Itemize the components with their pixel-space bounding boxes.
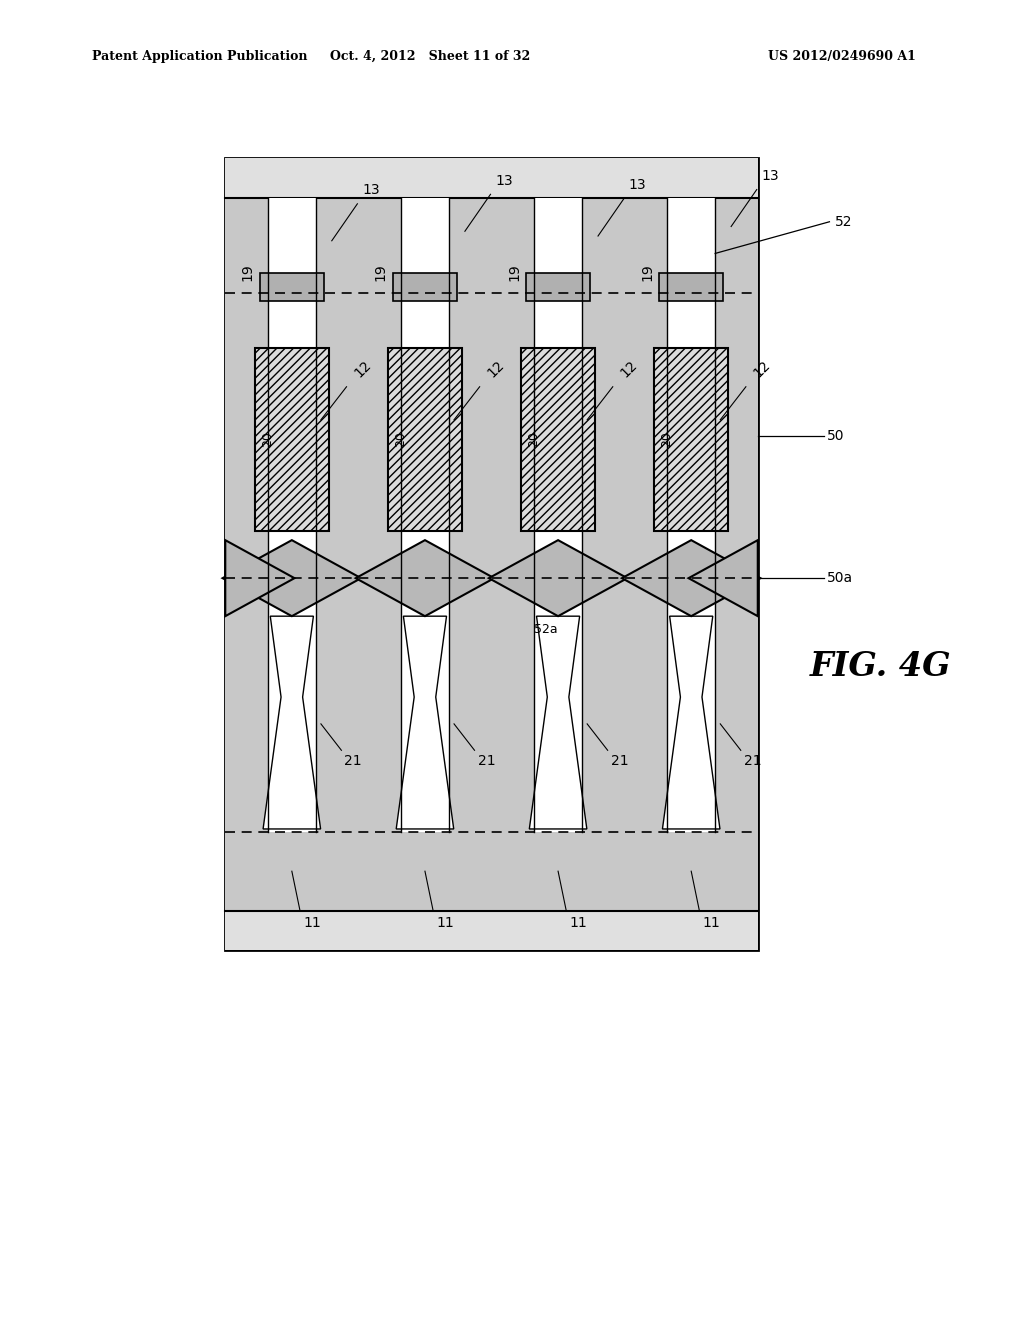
Bar — [668, 198, 715, 293]
Bar — [268, 293, 315, 832]
Text: 20: 20 — [660, 432, 673, 447]
Bar — [393, 273, 457, 301]
Text: 12: 12 — [351, 358, 374, 380]
Text: 11: 11 — [436, 916, 454, 931]
Text: 19: 19 — [507, 264, 521, 281]
Text: 19: 19 — [640, 264, 654, 281]
Polygon shape — [263, 616, 321, 829]
Text: 13: 13 — [362, 183, 380, 197]
Polygon shape — [688, 540, 758, 616]
Polygon shape — [225, 540, 295, 616]
Text: US 2012/0249690 A1: US 2012/0249690 A1 — [768, 50, 915, 63]
Text: 52: 52 — [835, 215, 852, 228]
Text: 20: 20 — [394, 432, 407, 447]
Bar — [268, 198, 315, 293]
Text: 19: 19 — [374, 264, 388, 281]
Polygon shape — [396, 616, 454, 829]
Bar — [225, 158, 758, 198]
Bar — [225, 293, 758, 832]
Bar — [255, 348, 329, 531]
Bar — [654, 348, 728, 531]
Bar — [659, 273, 723, 301]
Bar — [401, 293, 449, 832]
Text: 21: 21 — [344, 754, 362, 768]
Polygon shape — [222, 540, 361, 616]
Bar — [401, 198, 449, 293]
Text: 50a: 50a — [827, 572, 854, 585]
Text: 11: 11 — [569, 916, 587, 931]
Text: 20: 20 — [261, 432, 273, 447]
Text: 12: 12 — [617, 358, 640, 380]
Bar — [521, 348, 595, 531]
Bar — [526, 273, 590, 301]
Bar — [535, 198, 582, 293]
Bar — [225, 198, 758, 293]
Text: 13: 13 — [762, 169, 779, 183]
Bar — [260, 273, 324, 301]
Text: 21: 21 — [743, 754, 762, 768]
Bar — [668, 293, 715, 832]
Text: Oct. 4, 2012   Sheet 11 of 32: Oct. 4, 2012 Sheet 11 of 32 — [330, 50, 530, 63]
Text: 21: 21 — [477, 754, 496, 768]
Text: 12: 12 — [751, 358, 773, 380]
Bar — [388, 348, 462, 531]
Bar — [225, 158, 758, 950]
Text: 13: 13 — [496, 174, 513, 187]
Text: 11: 11 — [303, 916, 321, 931]
Text: 11: 11 — [702, 916, 720, 931]
Text: 12: 12 — [484, 358, 507, 380]
Polygon shape — [488, 540, 628, 616]
Text: 20: 20 — [527, 432, 540, 447]
Text: 52a: 52a — [535, 623, 558, 636]
Text: FIG. 4G: FIG. 4G — [810, 651, 951, 684]
Polygon shape — [622, 540, 761, 616]
Text: 21: 21 — [610, 754, 629, 768]
Bar — [535, 293, 582, 832]
Text: 50: 50 — [827, 429, 845, 442]
Bar — [225, 911, 758, 950]
Polygon shape — [355, 540, 495, 616]
Polygon shape — [529, 616, 587, 829]
Polygon shape — [663, 616, 720, 829]
Text: Patent Application Publication: Patent Application Publication — [92, 50, 307, 63]
Text: 19: 19 — [241, 264, 255, 281]
Bar — [225, 832, 758, 911]
Text: 13: 13 — [629, 178, 646, 193]
